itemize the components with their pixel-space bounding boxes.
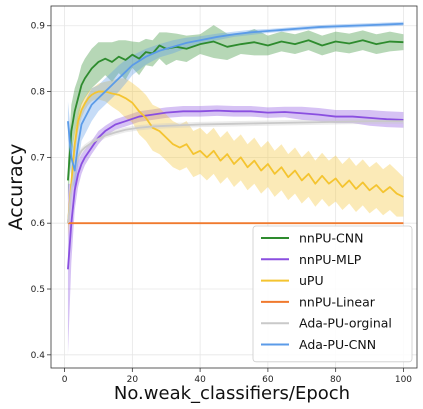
upu-band [67, 78, 404, 237]
x-tick-label: 40 [194, 375, 206, 385]
legend-box [252, 225, 413, 363]
series-lines [67, 22, 404, 270]
x-tick-label: 60 [262, 375, 274, 385]
plot-frame [50, 5, 418, 369]
legend-label-nnpu-mlp: nnPU-MLP [299, 252, 362, 267]
y-tick-label: 0.9 [31, 22, 46, 32]
y-tick-label: 0.6 [31, 219, 46, 229]
x-tick-label: 80 [330, 375, 342, 385]
legend-label-nnpu-cnn: nnPU-CNN [299, 231, 363, 246]
x-axis-title: No.weak_classifiers/Epoch [114, 383, 350, 404]
legend: nnPU-CNN nnPU-MLP uPU nnPU-Linear Ada-PU-org… [252, 225, 413, 363]
upu-line [67, 90, 404, 224]
ada-pu-cnn-line [67, 22, 404, 172]
legend-label-upu: uPU [299, 273, 324, 288]
legend-label-nnpu-linear: nnPU-Linear [299, 294, 376, 309]
nnpu-mlp-band [67, 105, 404, 355]
x-tick-label: 20 [127, 375, 139, 385]
ada-pu-orginal-line [67, 120, 404, 224]
y-tick-label: 0.4 [31, 351, 46, 361]
y-tick-label: 0.8 [31, 88, 46, 98]
x-tick-label: 0 [62, 375, 68, 385]
x-tick-label: 100 [395, 375, 412, 385]
y-tick-label: 0.7 [31, 153, 45, 163]
y-axis-ticks: 0.4 0.5 0.6 0.7 0.8 0.9 [31, 22, 51, 361]
nnpu-mlp-line [67, 109, 404, 270]
y-axis-title: Accuracy [5, 144, 27, 231]
x-axis-ticks: 0 20 40 60 80 100 [62, 368, 412, 385]
legend-label-ada-pu-cnn: Ada-PU-CNN [299, 337, 376, 352]
legend-label-ada-pu-orginal: Ada-PU-orginal [299, 316, 392, 331]
y-tick-label: 0.5 [31, 285, 45, 295]
